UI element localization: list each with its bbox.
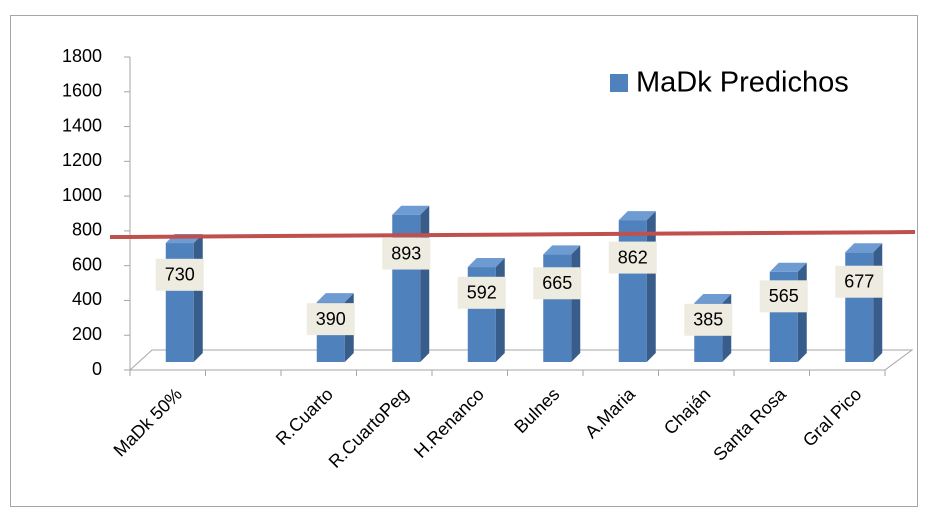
value-label-box: [608, 241, 657, 274]
value-label-box: [684, 303, 733, 336]
value-label: 565: [769, 286, 799, 306]
value-label: 385: [693, 310, 723, 330]
y-tick-label: 1800: [62, 46, 102, 66]
bar: [543, 245, 581, 362]
y-tick-label: 1600: [62, 81, 102, 101]
value-label-box: [835, 265, 884, 298]
legend-swatch: [610, 74, 628, 92]
value-label: 677: [844, 271, 874, 291]
bar-top: [316, 293, 354, 303]
bar: [769, 262, 807, 362]
y-tick-label: 0: [92, 359, 102, 379]
bar-side: [873, 243, 883, 362]
y-tick-label: 800: [72, 220, 102, 240]
bar-side: [797, 262, 807, 362]
bar: [845, 243, 883, 362]
y-tick-label: 200: [72, 324, 102, 344]
y-tick-label: 600: [72, 254, 102, 274]
bar-side: [193, 234, 203, 362]
bar-side: [495, 258, 505, 362]
y-tick-label: 1000: [62, 185, 102, 205]
value-label: 730: [165, 265, 195, 285]
bar-top: [845, 243, 883, 253]
value-label: 592: [467, 283, 497, 303]
legend-label: MaDk Predichos: [636, 67, 849, 99]
y-tick-label: 1200: [62, 150, 102, 170]
value-label-box: [382, 237, 431, 270]
bar-side: [571, 245, 581, 362]
value-label-box: [533, 267, 582, 300]
y-tick-label: 1400: [62, 115, 102, 135]
bar-top: [769, 262, 807, 272]
bar-top: [618, 211, 656, 221]
reference-line: [109, 230, 916, 240]
bar-top: [543, 245, 581, 255]
bar-front: [618, 220, 647, 362]
value-label-box: [759, 280, 808, 313]
bar-side: [420, 205, 430, 362]
value-label: 893: [391, 243, 421, 263]
value-label-box: [155, 258, 204, 291]
bar-top: [467, 258, 505, 268]
bar: [467, 258, 505, 362]
value-label: 862: [618, 247, 648, 267]
value-label-box: [457, 276, 506, 309]
bar: [165, 234, 203, 362]
bar-top: [694, 294, 732, 304]
value-label-box: [306, 303, 355, 336]
value-label: 665: [542, 273, 572, 293]
bar-top: [392, 205, 430, 215]
bar: [392, 205, 430, 362]
value-label: 390: [316, 309, 346, 329]
y-tick-label: 400: [72, 289, 102, 309]
